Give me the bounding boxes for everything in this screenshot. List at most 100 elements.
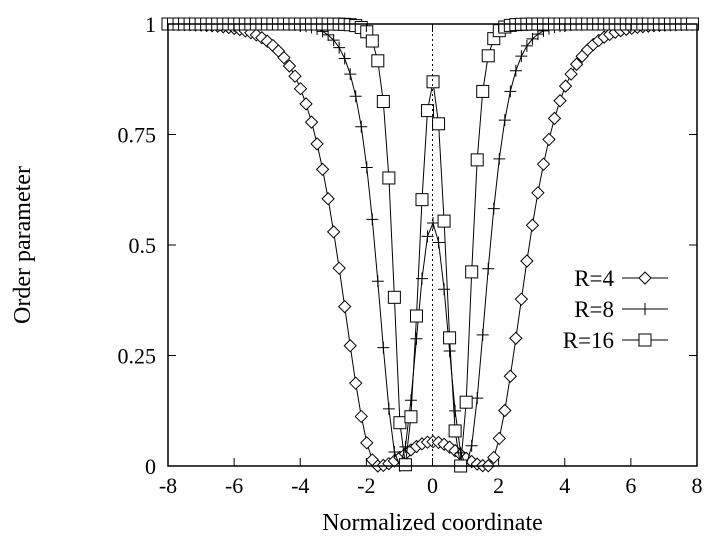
data-point bbox=[344, 68, 357, 81]
data-point bbox=[410, 332, 423, 345]
y-tick-label: 0.75 bbox=[118, 123, 157, 148]
data-point bbox=[326, 225, 341, 239]
data-point bbox=[569, 57, 584, 71]
data-point bbox=[438, 283, 451, 296]
tick-layer: -8 -6 -4 -2 0 2 4 6 8 0 0.25 0.5 0.75 1 bbox=[118, 12, 703, 498]
data-point bbox=[520, 254, 534, 268]
data-point bbox=[377, 341, 390, 354]
data-point bbox=[493, 152, 506, 165]
y-tick-label: 0 bbox=[145, 454, 156, 479]
y-axis-label: Order parameter bbox=[10, 166, 36, 324]
legend-marker bbox=[639, 303, 651, 315]
data-point bbox=[360, 436, 374, 450]
data-point bbox=[525, 218, 540, 232]
data-point bbox=[437, 214, 451, 228]
data-point bbox=[503, 369, 518, 383]
data-point bbox=[487, 450, 501, 465]
data-point bbox=[360, 161, 373, 174]
legend: R=4 R=8 R=16 bbox=[563, 266, 668, 353]
legend-marker bbox=[638, 271, 652, 285]
x-tick-label: -8 bbox=[159, 473, 177, 498]
x-tick-label: -2 bbox=[357, 473, 375, 498]
data-point bbox=[520, 39, 533, 52]
data-point bbox=[382, 171, 396, 185]
data-point bbox=[515, 50, 528, 63]
data-point bbox=[349, 90, 362, 103]
x-axis-label: Normalized coordinate bbox=[322, 510, 543, 536]
data-point bbox=[322, 28, 335, 41]
data-point bbox=[526, 32, 539, 45]
data-point bbox=[427, 217, 440, 230]
data-point bbox=[531, 186, 545, 200]
x-tick-label: 4 bbox=[559, 473, 570, 498]
data-point bbox=[365, 34, 379, 48]
data-point bbox=[465, 265, 479, 279]
series-r16 bbox=[161, 17, 700, 473]
data-point bbox=[471, 392, 484, 405]
data-point bbox=[443, 331, 457, 345]
data-point bbox=[343, 339, 357, 353]
data-point bbox=[327, 34, 340, 47]
data-point bbox=[409, 309, 423, 323]
data-point bbox=[443, 344, 456, 357]
data-point bbox=[432, 236, 445, 249]
data-point bbox=[487, 202, 500, 215]
legend-label: R=16 bbox=[563, 328, 614, 353]
series-line bbox=[168, 23, 693, 468]
data-point bbox=[399, 440, 412, 453]
y-tick-label: 0.25 bbox=[118, 344, 157, 369]
data-point bbox=[355, 120, 368, 133]
data-point bbox=[470, 153, 484, 167]
series-layer bbox=[161, 17, 700, 473]
legend-label: R=8 bbox=[574, 297, 614, 322]
data-point bbox=[465, 439, 478, 452]
legend-marker bbox=[638, 333, 652, 347]
data-point bbox=[514, 292, 529, 306]
data-point bbox=[277, 50, 291, 65]
data-point bbox=[482, 262, 495, 275]
data-point bbox=[354, 409, 368, 424]
data-point bbox=[293, 81, 308, 96]
data-point bbox=[432, 117, 446, 131]
data-point bbox=[404, 410, 418, 424]
x-tick-label: 6 bbox=[625, 473, 636, 498]
data-point bbox=[332, 261, 346, 275]
data-point bbox=[299, 97, 313, 111]
x-tick-label: -4 bbox=[291, 473, 309, 498]
data-point bbox=[387, 290, 401, 304]
x-tick-label: 2 bbox=[493, 473, 504, 498]
data-point bbox=[404, 394, 417, 407]
data-point bbox=[442, 440, 457, 454]
data-point bbox=[393, 416, 407, 430]
data-point bbox=[260, 34, 275, 48]
data-point bbox=[304, 115, 319, 129]
data-point bbox=[498, 403, 512, 418]
data-point bbox=[498, 114, 511, 127]
data-point bbox=[449, 404, 462, 417]
y-tick-label: 0.5 bbox=[129, 233, 157, 258]
data-point bbox=[310, 137, 324, 151]
data-point bbox=[509, 331, 523, 345]
data-point bbox=[564, 67, 578, 81]
data-point bbox=[321, 192, 335, 206]
data-point bbox=[492, 431, 506, 446]
data-point bbox=[315, 162, 330, 177]
data-point bbox=[542, 132, 556, 147]
x-tick-label: 8 bbox=[692, 473, 703, 498]
y-tick-label: 1 bbox=[145, 12, 156, 37]
data-point bbox=[337, 299, 352, 314]
x-tick-label: 0 bbox=[427, 473, 438, 498]
data-point bbox=[481, 49, 495, 63]
data-point bbox=[282, 59, 297, 73]
x-tick-label: -6 bbox=[225, 473, 243, 498]
data-point bbox=[448, 443, 462, 458]
data-point bbox=[333, 41, 346, 54]
data-point bbox=[338, 52, 351, 65]
data-point bbox=[476, 84, 490, 98]
data-point bbox=[454, 446, 467, 459]
data-point bbox=[536, 157, 551, 171]
data-point bbox=[426, 75, 440, 89]
data-point bbox=[371, 275, 384, 288]
data-point bbox=[504, 85, 517, 98]
data-point bbox=[421, 104, 435, 118]
